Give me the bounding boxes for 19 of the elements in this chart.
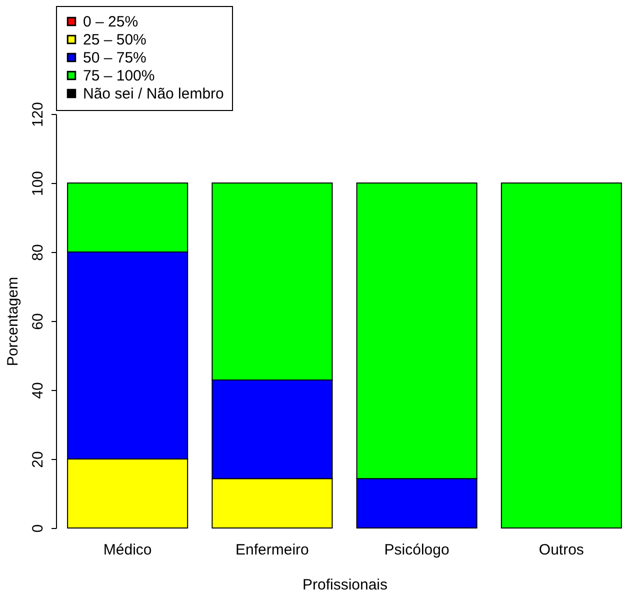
legend-label: 25 – 50% bbox=[83, 32, 146, 48]
x-tick-label: Psicólogo bbox=[384, 542, 450, 558]
x-axis-title: Profissionais bbox=[302, 576, 388, 594]
y-tick-label: 100 bbox=[30, 170, 46, 196]
y-tick-label: 80 bbox=[30, 244, 46, 261]
x-tick-label: Médico bbox=[103, 542, 152, 558]
x-tick-label: Outros bbox=[538, 542, 584, 558]
y-axis-title: Porcentagem bbox=[4, 276, 22, 366]
legend-label: 50 – 75% bbox=[83, 50, 146, 66]
y-tick-label: 0 bbox=[30, 524, 46, 533]
legend-label: 75 – 100% bbox=[83, 68, 155, 84]
y-tick-label: 60 bbox=[30, 313, 46, 330]
x-tick-label: Enfermeiro bbox=[236, 542, 309, 558]
legend-label: 0 – 25% bbox=[83, 14, 138, 30]
y-tick-label: 20 bbox=[30, 451, 46, 468]
bar bbox=[500, 182, 622, 528]
y-tick-label: 120 bbox=[30, 102, 46, 128]
legend-label: Não sei / Não lembro bbox=[83, 86, 224, 102]
y-tick-label: 40 bbox=[30, 382, 46, 399]
